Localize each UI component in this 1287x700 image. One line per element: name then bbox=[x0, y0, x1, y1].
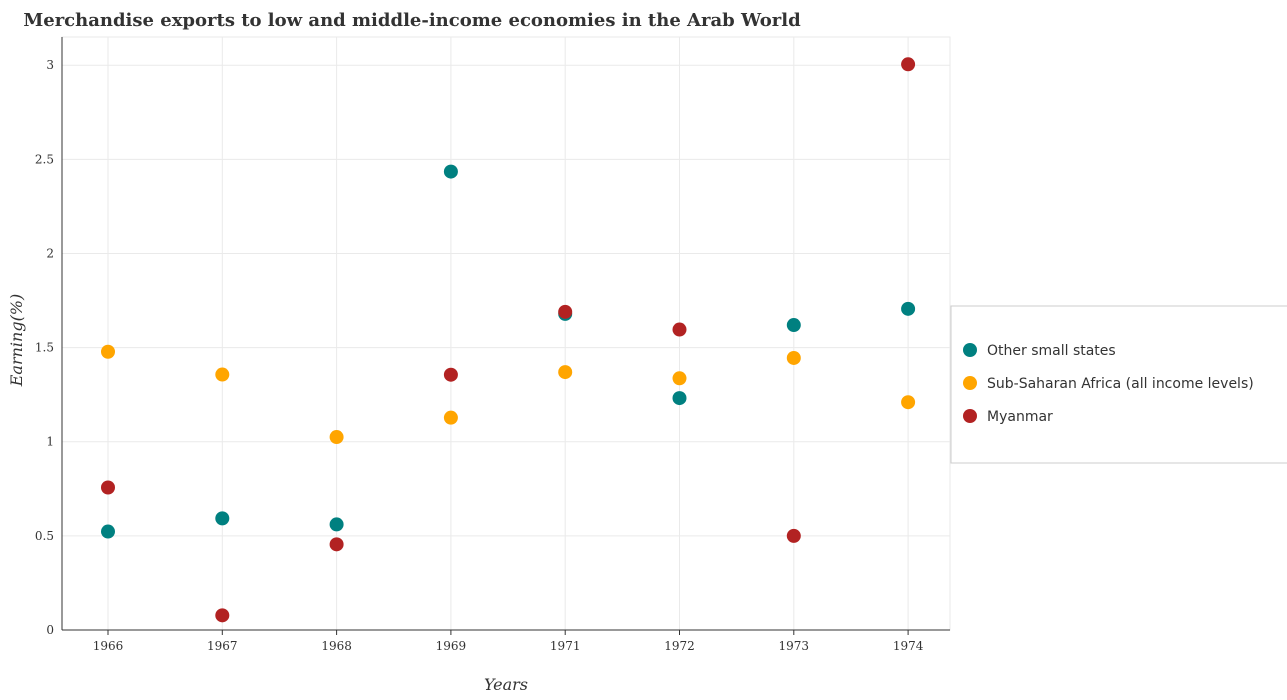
legend-box bbox=[950, 305, 1287, 464]
data-point-1-1974 bbox=[901, 395, 916, 410]
data-point-1-1967 bbox=[215, 367, 230, 382]
y-tick-label: 3 bbox=[46, 58, 54, 72]
x-tick-label: 1971 bbox=[550, 639, 581, 653]
data-point-0-1972 bbox=[672, 391, 687, 406]
x-tick-label: 1967 bbox=[207, 639, 238, 653]
x-tick-label: 1974 bbox=[893, 639, 924, 653]
y-tick-label: 0 bbox=[46, 623, 54, 637]
x-tick-label: 1973 bbox=[779, 639, 810, 653]
data-point-2-1972 bbox=[672, 322, 687, 337]
data-point-0-1966 bbox=[101, 524, 115, 539]
data-point-1-1973 bbox=[786, 350, 801, 365]
y-tick-label: 1 bbox=[46, 435, 54, 449]
y-axis-label: Earning(%) bbox=[7, 294, 26, 388]
x-tick-label: 1968 bbox=[321, 639, 352, 653]
x-tick-label: 1972 bbox=[664, 639, 695, 653]
y-tick-label: 0.5 bbox=[35, 529, 54, 543]
data-point-2-1967 bbox=[215, 608, 230, 623]
chart-title: Merchandise exports to low and middle-in… bbox=[23, 10, 801, 31]
x-axis-label: Years bbox=[484, 675, 528, 694]
data-point-1-1966 bbox=[101, 344, 115, 359]
legend-marker-0 bbox=[963, 343, 977, 357]
data-point-0-1974 bbox=[901, 301, 916, 316]
data-point-1-1972 bbox=[672, 371, 687, 386]
data-point-1-1971 bbox=[558, 365, 573, 380]
grid bbox=[61, 36, 951, 631]
data-point-2-1973 bbox=[786, 528, 801, 543]
legend-marker-1 bbox=[963, 376, 977, 390]
axes: 0 0.5 1 1.5 2 2.5 3 1966 1967 1968 1969 1971 1972 197… bbox=[35, 37, 950, 653]
x-tick-label: 1969 bbox=[436, 639, 467, 653]
legend: Other small states Sub-Saharan Africa (al… bbox=[950, 305, 1287, 464]
data-point-1-1968 bbox=[329, 430, 344, 445]
y-tick-label: 2 bbox=[46, 246, 54, 260]
plot-frame bbox=[61, 36, 951, 631]
legend-label-1: Sub-Saharan Africa (all income levels) bbox=[987, 376, 1254, 392]
y-tick-label: 1.5 bbox=[35, 341, 54, 355]
legend-label-0: Other small states bbox=[987, 343, 1116, 359]
data-point-0-1969 bbox=[443, 164, 458, 179]
legend-label-2: Myanmar bbox=[987, 409, 1053, 425]
data-point-2-1968 bbox=[329, 537, 344, 552]
data-point-2-1969 bbox=[443, 367, 458, 382]
data-point-0-1973 bbox=[786, 318, 801, 333]
data-point-0-1967 bbox=[215, 511, 230, 526]
data-point-2-1971 bbox=[558, 304, 573, 319]
x-tick-label: 1966 bbox=[93, 639, 124, 653]
data-point-2-1974 bbox=[901, 57, 916, 72]
data-point-0-1968 bbox=[329, 517, 344, 532]
legend-marker-2 bbox=[963, 409, 977, 423]
data-point-1-1969 bbox=[443, 410, 458, 425]
y-tick-label: 2.5 bbox=[35, 152, 54, 166]
data-point-2-1966 bbox=[101, 480, 115, 495]
data-points bbox=[101, 57, 916, 623]
